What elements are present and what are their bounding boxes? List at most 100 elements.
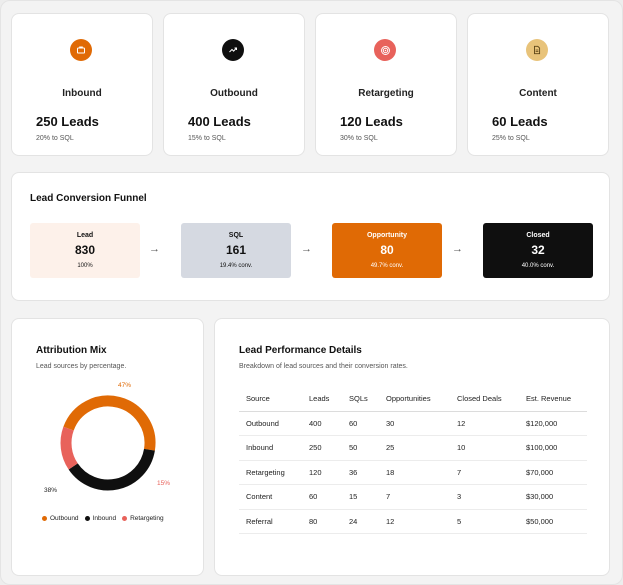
stage-conversion: 40.0% conv. [521,263,555,269]
table-cell: 120 [302,460,342,485]
table-cell: 12 [379,509,450,534]
table-cell: 250 [302,435,342,461]
stat-card-outbound[interactable]: Outbound 400 Leads 15% to SQL [163,13,305,156]
table-cell: 60 [342,411,379,436]
attribution-subtitle: Lead sources by percentage. [36,363,127,370]
table-cell: 50 [342,435,379,461]
table-cell: $100,000 [519,435,587,461]
legend-item-retargeting: Retargeting [122,515,164,522]
table-row[interactable]: Referral 80 24 12 5 $50,000 [239,509,587,534]
table-cell: Referral [239,509,302,534]
column-header: Leads [302,387,342,412]
table-cell: $70,000 [519,460,587,485]
briefcase-icon [70,39,92,61]
legend-item-inbound: Inbound [84,515,117,522]
table-cell: 7 [379,484,450,510]
table-cell: 60 [302,484,342,510]
stat-leads: 400 Leads [188,114,251,129]
table-row[interactable]: Inbound 250 50 25 10 $100,000 [239,435,587,461]
trend-up-icon [222,39,244,61]
stat-card-content[interactable]: Content 60 Leads 25% to SQL [467,13,609,156]
funnel-title: Lead Conversion Funnel [30,193,147,204]
column-header: Closed Deals [450,387,519,412]
donut-segment-retargeting[interactable] [60,426,78,470]
table-row[interactable]: Content 60 15 7 3 $30,000 [239,484,587,510]
document-icon [526,39,548,61]
column-header: Source [239,387,302,412]
donut-segment-inbound[interactable] [68,448,155,491]
legend-label: Retargeting [130,515,164,522]
stat-name: Inbound [62,88,102,99]
table-cell: $50,000 [519,509,587,534]
donut-segment-outbound[interactable] [63,395,156,451]
table-cell: 25 [379,435,450,461]
target-icon [374,39,396,61]
performance-subtitle: Breakdown of lead sources and their conv… [239,363,408,370]
table-cell: 15 [342,484,379,510]
stat-leads: 120 Leads [340,114,403,129]
attribution-title: Attribution Mix [36,345,107,356]
funnel-stage-lead[interactable]: Lead 830 100% [30,223,140,278]
table-cell: 18 [379,460,450,485]
stage-label: Opportunity [366,232,408,239]
table-cell: 80 [302,509,342,534]
stat-sql: 30% to SQL [340,135,378,142]
table-cell: 30 [379,411,450,436]
table-cell: 5 [450,509,519,534]
table-cell: 12 [450,411,519,436]
table-row[interactable]: Outbound 400 60 30 12 $120,000 [239,411,587,436]
stat-leads: 250 Leads [36,114,99,129]
label-outbound-pct: 47% [118,382,132,389]
stat-name: Content [519,88,557,99]
table-cell: Retargeting [239,460,302,485]
funnel-stage-closed[interactable]: Closed 32 40.0% conv. [483,223,593,278]
performance-title: Lead Performance Details [239,345,362,356]
stage-value: 80 [380,243,394,257]
table-cell: 7 [450,460,519,485]
performance-table: Source Leads SQLs Opportunities Closed D… [239,387,587,534]
legend-label: Outbound [50,515,79,522]
stage-value: 161 [225,243,247,257]
stat-name: Outbound [210,88,258,99]
table-cell: 3 [450,484,519,510]
attribution-legend: Outbound Inbound Retargeting [42,515,164,522]
stat-sql: 20% to SQL [36,135,74,142]
lead-performance-card: Lead Performance Details Breakdown of le… [214,318,610,576]
label-retargeting-pct: 15% [157,480,171,487]
stat-card-inbound[interactable]: Inbound 250 Leads 20% to SQL [11,13,153,156]
stat-card-retargeting[interactable]: Retargeting 120 Leads 30% to SQL [315,13,457,156]
stage-value: 830 [74,243,96,257]
column-header: SQLs [342,387,379,412]
legend-label: Inbound [92,515,117,522]
label-inbound-pct: 38% [44,487,58,494]
table-cell: 36 [342,460,379,485]
stat-sql: 15% to SQL [188,135,226,142]
column-header: Opportunities [379,387,450,412]
legend-dot [42,516,47,521]
stage-value: 32 [531,243,545,257]
stage-conversion: 49.7% conv. [370,263,404,269]
legend-dot [84,516,90,521]
arrow-right-icon: → [149,243,160,255]
funnel-stage-opportunity[interactable]: Opportunity 80 49.7% conv. [332,223,442,278]
arrow-right-icon: → [301,243,312,255]
table-cell: $30,000 [519,484,587,510]
table-cell: 400 [302,411,342,436]
stage-label: Lead [76,232,94,239]
lead-conversion-funnel: Lead Conversion Funnel Lead 830 100% → S… [11,172,610,301]
arrow-right-icon: → [452,243,463,255]
table-header-row: Source Leads SQLs Opportunities Closed D… [239,387,587,412]
legend-dot [122,516,128,521]
table-cell: Inbound [239,435,302,461]
legend-item-outbound: Outbound [42,515,79,522]
table-cell: Outbound [239,411,302,436]
table-cell: Content [239,484,302,510]
table-cell: $120,000 [519,411,587,436]
stage-conversion: 100% [77,263,93,269]
funnel-stage-sql[interactable]: SQL 161 19.4% conv. [181,223,291,278]
stat-leads: 60 Leads [492,114,548,129]
stage-label: SQL [228,232,244,239]
attribution-mix-card: Attribution Mix Lead sources by percenta… [11,318,204,576]
table-row[interactable]: Retargeting 120 36 18 7 $70,000 [239,460,587,485]
